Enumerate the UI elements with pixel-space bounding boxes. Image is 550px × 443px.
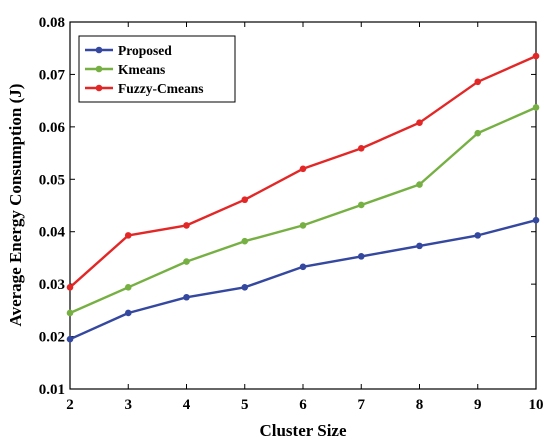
data-point-proposed xyxy=(357,253,365,260)
legend-label: Kmeans xyxy=(118,62,165,77)
legend-swatch-marker xyxy=(95,84,103,92)
y-tick-label: 0.05 xyxy=(39,172,65,188)
data-point-kmeans xyxy=(124,283,132,291)
data-point-proposed xyxy=(299,263,307,271)
data-point-kmeans xyxy=(416,181,423,188)
data-point-fuzzy-cmeans xyxy=(299,165,307,173)
data-point-fuzzy-cmeans xyxy=(66,283,74,291)
series-layer xyxy=(66,52,540,343)
data-point-fuzzy-cmeans xyxy=(532,52,540,60)
data-point-proposed xyxy=(183,293,190,301)
x-axis-title: Cluster Size xyxy=(259,421,346,440)
data-point-kmeans xyxy=(299,222,307,229)
data-point-proposed xyxy=(474,232,482,239)
legend-swatch-marker xyxy=(95,46,103,54)
x-tick-label: 10 xyxy=(529,397,544,413)
data-point-kmeans xyxy=(474,129,482,137)
y-tick-label: 0.03 xyxy=(39,277,65,293)
data-point-fuzzy-cmeans xyxy=(241,196,249,204)
data-point-kmeans xyxy=(66,309,74,317)
y-tick-label: 0.06 xyxy=(39,120,66,136)
data-point-kmeans xyxy=(183,258,190,265)
x-tick-label: 7 xyxy=(358,397,366,413)
x-tick-label: 9 xyxy=(474,397,482,413)
data-point-proposed xyxy=(124,309,132,317)
y-tick-label: 0.04 xyxy=(39,225,66,241)
y-tick-label: 0.02 xyxy=(39,330,65,346)
data-point-fuzzy-cmeans xyxy=(183,222,190,229)
data-point-proposed xyxy=(416,242,423,250)
data-point-fuzzy-cmeans xyxy=(357,145,365,152)
data-point-proposed xyxy=(66,335,74,343)
data-point-fuzzy-cmeans xyxy=(474,78,482,86)
data-point-kmeans xyxy=(532,104,540,111)
data-point-kmeans xyxy=(241,237,249,245)
legend: Proposed Kmeans Fuzzy-Cmeans xyxy=(78,35,236,103)
y-tick-label: 0.08 xyxy=(39,15,65,31)
x-tick-label: 6 xyxy=(299,397,307,413)
y-tick-label: 0.07 xyxy=(39,67,66,83)
data-point-fuzzy-cmeans xyxy=(416,119,423,126)
y-axis-title: Average Energy Consumption (J) xyxy=(6,84,25,327)
data-point-fuzzy-cmeans xyxy=(124,232,132,239)
data-point-kmeans xyxy=(357,201,365,209)
legend-swatch-marker xyxy=(95,65,103,73)
axis-ticks: 2 3 4 5 6 7 8 9 10 0.01 0.02 0.03 0.04 0.05 0.06 0.07 0.… xyxy=(39,15,544,413)
x-tick-label: 2 xyxy=(66,397,74,413)
data-point-proposed xyxy=(532,216,540,224)
x-tick-label: 8 xyxy=(416,397,424,413)
legend-label: Fuzzy-Cmeans xyxy=(118,81,203,96)
x-tick-label: 3 xyxy=(125,397,133,413)
data-point-proposed xyxy=(241,283,249,291)
x-tick-label: 5 xyxy=(241,397,249,413)
y-tick-label: 0.01 xyxy=(39,382,65,398)
legend-label: Proposed xyxy=(118,43,172,58)
x-tick-label: 4 xyxy=(183,397,191,413)
